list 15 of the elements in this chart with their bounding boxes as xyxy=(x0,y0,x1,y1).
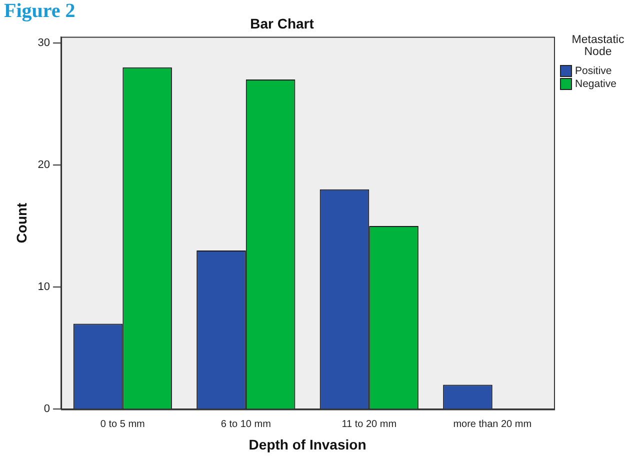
y-tick-label: 20 xyxy=(38,159,50,172)
y-axis-title: Count xyxy=(13,202,30,244)
x-tick-label: more than 20 mm xyxy=(453,418,532,430)
caption: Figure 2 xyxy=(4,0,76,23)
y-tick-label: 0 xyxy=(44,403,50,416)
legend-title: Metastatic Node xyxy=(570,34,626,58)
legend-label: Negative xyxy=(575,78,616,90)
y-tick-label: 30 xyxy=(38,36,50,49)
x-axis-title: Depth of Invasion xyxy=(248,436,366,452)
x-tick-label: 6 to 10 mm xyxy=(220,418,271,430)
y-tick-label: 10 xyxy=(38,281,50,294)
x-tick-label: 11 to 20 mm xyxy=(342,418,397,430)
chart-title: Bar Chart xyxy=(250,15,314,32)
legend-label: Positive xyxy=(575,64,612,76)
x-tick-label: 0 to 5 mm xyxy=(100,418,145,430)
